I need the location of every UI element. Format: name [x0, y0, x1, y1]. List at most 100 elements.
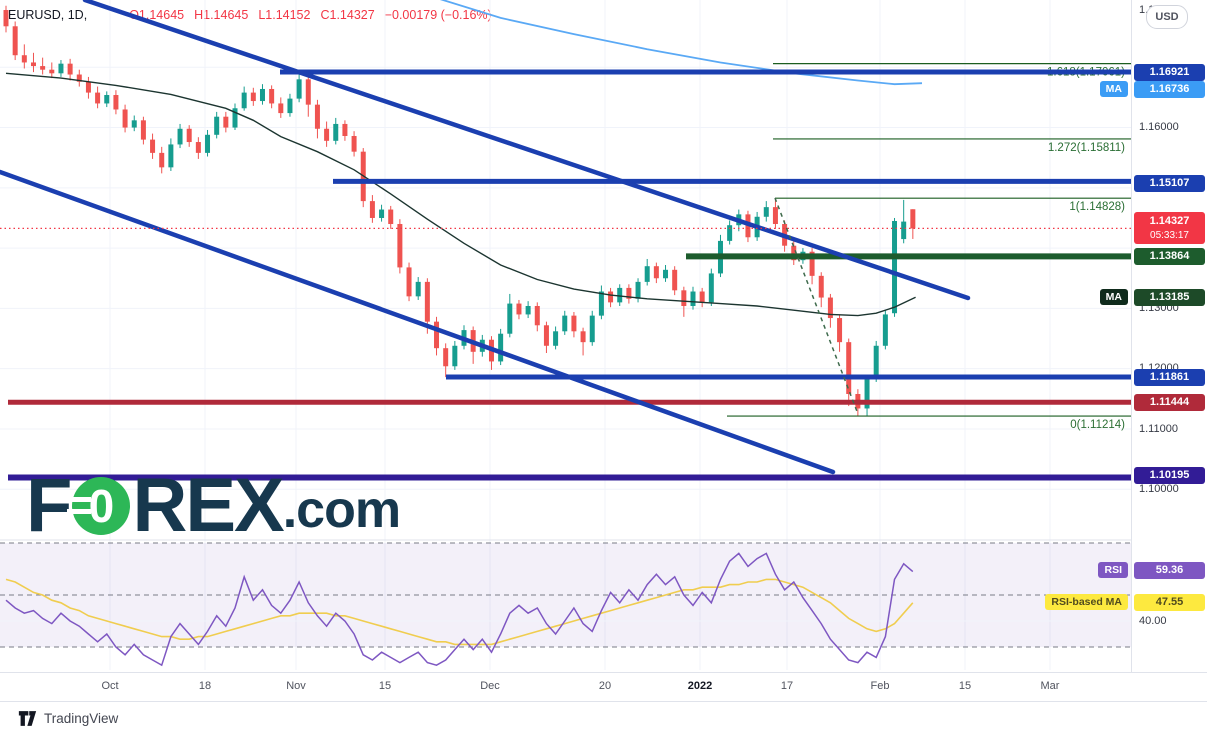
price-scale-label: 1.10000	[1139, 483, 1179, 495]
indicator-label-pill: RSI-based MA	[1045, 594, 1128, 610]
candle-body	[837, 318, 843, 343]
candle-body	[809, 251, 815, 276]
candle-body	[763, 207, 769, 217]
time-axis-label: 15	[378, 680, 392, 692]
time-axis-label: Oct	[101, 680, 119, 692]
price-scale-label: 1.11000	[1139, 423, 1178, 435]
candle-body	[186, 128, 192, 143]
candle-body	[314, 104, 320, 129]
price-level-badge: 1.15107	[1134, 174, 1205, 192]
current-price-countdown: 05:33:17	[1150, 230, 1189, 241]
indicator-label-pill: MA	[1099, 81, 1128, 97]
candle-body	[259, 88, 265, 102]
candle-body	[534, 305, 540, 326]
candle-body	[672, 269, 678, 291]
candle-body	[543, 325, 549, 346]
candle-body	[296, 79, 302, 99]
indicator-label-pill: MA	[1099, 289, 1128, 305]
candle-body	[901, 221, 907, 240]
candle-body	[571, 315, 577, 332]
rsi-band	[0, 543, 1131, 647]
candle-body	[76, 74, 82, 82]
candle-body	[434, 321, 440, 349]
fib-level-label: 1(1.14828)	[1069, 201, 1125, 213]
candle-body	[653, 266, 659, 279]
candle-body	[278, 103, 284, 114]
price-chart-canvas[interactable]: 1.618(1.17061)1.272(1.15811)1(1.14828)0(…	[0, 0, 1131, 672]
candle-body	[241, 92, 247, 109]
price-level-badge: 1.16736	[1134, 80, 1205, 98]
candle-body	[626, 287, 632, 299]
candle-body	[644, 266, 650, 282]
candle-body	[269, 88, 275, 104]
candle-body	[507, 303, 513, 334]
candle-body	[589, 315, 595, 343]
rsi-value-badge: 47.55	[1134, 593, 1205, 611]
fib-level-label: 0(1.11214)	[1070, 419, 1125, 431]
candle-body	[95, 92, 101, 104]
trendline[interactable]	[0, 169, 836, 475]
price-level-badge: 1.10195	[1134, 466, 1205, 484]
currency-usd-button[interactable]: USD	[1146, 5, 1188, 29]
price-scale[interactable]: USD 1.180001.160001.150001.130001.120001…	[1131, 0, 1207, 672]
time-axis-label: Mar	[1040, 680, 1060, 692]
candle-body	[443, 348, 449, 367]
candle-body	[617, 287, 623, 303]
candle-body	[223, 116, 229, 128]
ma-line-dark	[5, 72, 916, 317]
candle-body	[333, 123, 339, 141]
candle-body	[699, 291, 705, 303]
symbol-legend[interactable]: EURUSD, 1D, O1.14645 H1.14645 L1.14152 C1.14…	[8, 8, 502, 22]
candle-body	[342, 123, 348, 136]
candle-body	[827, 297, 833, 319]
candle-body	[67, 63, 73, 75]
time-axis-label: Dec	[480, 680, 500, 692]
candle-body	[131, 120, 137, 128]
tradingview-brand-text[interactable]: TradingView	[44, 711, 119, 726]
price-level-badge: 1.13185	[1134, 288, 1205, 306]
candle-body	[113, 95, 119, 110]
candle-body	[351, 135, 357, 152]
candle-body	[369, 201, 375, 218]
candle-body	[910, 209, 916, 229]
trendline[interactable]	[82, 0, 971, 301]
rsi-value-badge: 59.36	[1134, 561, 1205, 579]
candle-body	[608, 291, 614, 303]
candle-body	[205, 134, 211, 153]
ohlc-high: H1.14645	[194, 8, 249, 22]
ohlc-low: L1.14152	[258, 8, 311, 22]
time-axis-label: 15	[958, 680, 972, 692]
time-axis-label: Feb	[870, 680, 890, 692]
time-axis-label: 20	[598, 680, 612, 692]
candle-body	[663, 269, 669, 279]
candle-body	[324, 128, 330, 141]
tradingview-logo-icon[interactable]	[18, 710, 37, 727]
current-price-badge: 1.14327 05:33:17	[1134, 212, 1205, 244]
candle-body	[168, 144, 174, 168]
rsi-line	[5, 552, 914, 667]
candle-body	[727, 225, 733, 241]
candle-body	[598, 291, 604, 316]
candle-body	[58, 63, 64, 74]
price-scale-label: 40.00	[1139, 615, 1167, 627]
fib-level-label: 1.272(1.15811)	[1048, 142, 1125, 154]
price-scale-label: 1.16000	[1139, 121, 1179, 133]
candle-body	[379, 209, 385, 218]
candle-body	[635, 281, 641, 299]
time-axis-label: Nov	[286, 680, 306, 692]
price-level-badge: 1.16921	[1134, 63, 1205, 81]
candle-body	[772, 207, 778, 225]
candle-body	[3, 10, 9, 27]
time-axis[interactable]: Oct 18 Nov 15 Dec 20 2022 17 Feb 15 Mar	[0, 672, 1207, 702]
candle-body	[122, 109, 128, 128]
candle-body	[21, 55, 27, 63]
candle-body	[525, 305, 531, 315]
current-price-value: 1.14327	[1149, 215, 1190, 227]
candle-body	[681, 290, 687, 306]
candle-body	[452, 345, 458, 367]
ma-line-blue	[439, 0, 923, 86]
candle-body	[49, 69, 55, 74]
price-level-badge: 1.11444	[1134, 393, 1205, 411]
candle-body	[388, 209, 394, 225]
